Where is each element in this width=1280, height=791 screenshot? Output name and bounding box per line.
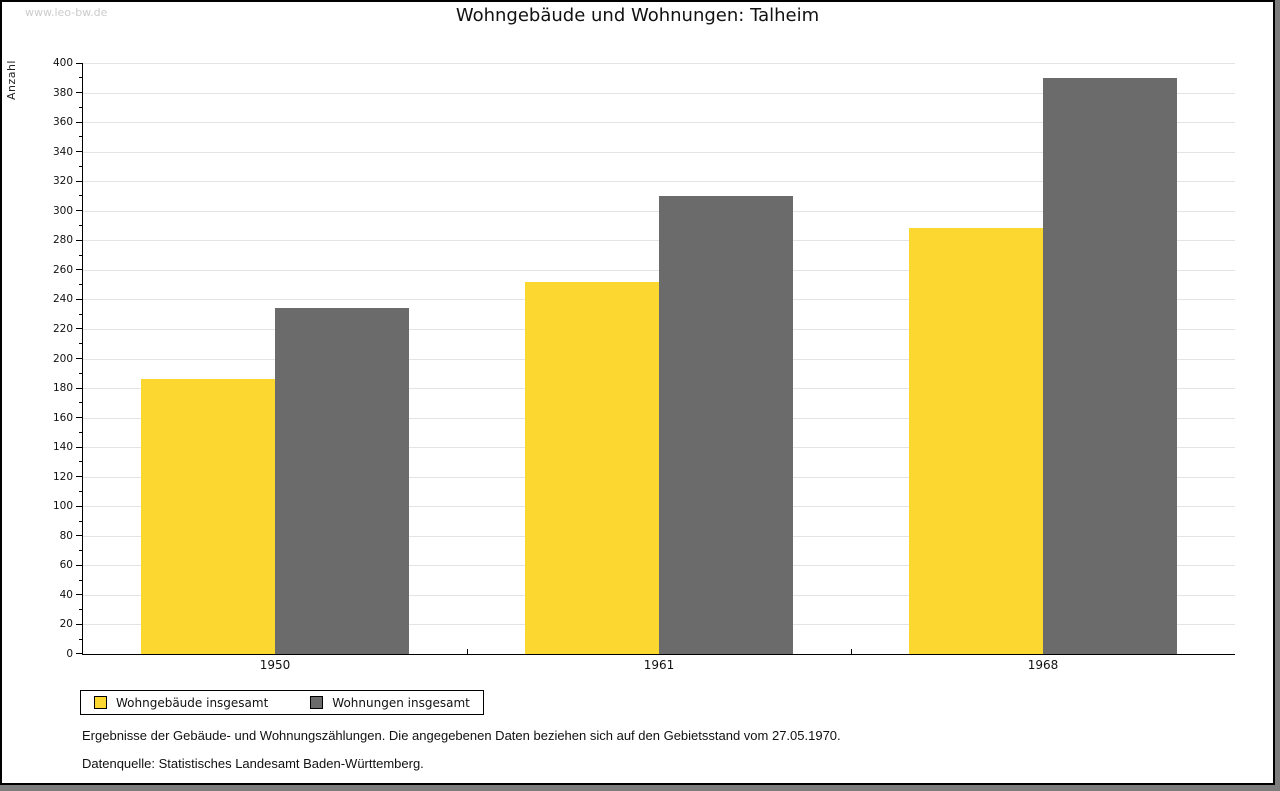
y-major-tick-280 [76, 239, 83, 241]
legend-swatch-gray-icon [310, 696, 324, 709]
gridline-380 [83, 92, 1235, 94]
y-minor-tick-350 [79, 136, 83, 138]
y-tick-label-20: 20 [59, 618, 73, 631]
y-minor-tick-270 [79, 254, 83, 256]
bar-1950-wohnungen [275, 308, 409, 654]
gridline-360 [83, 122, 1235, 124]
bar-1968-wohngebaeude [909, 228, 1043, 654]
legend: Wohngebäude insgesamt Wohnungen insgesam… [80, 690, 484, 715]
y-minor-tick-10 [79, 638, 83, 640]
y-minor-tick-30 [79, 609, 83, 611]
y-major-tick-380 [76, 92, 83, 94]
y-tick-label-360: 360 [52, 116, 73, 129]
y-major-tick-80 [76, 535, 83, 537]
y-minor-tick-210 [79, 343, 83, 345]
y-major-tick-200 [76, 358, 83, 359]
legend-item-wohnungen: Wohnungen insgesamt [310, 696, 470, 710]
y-major-tick-360 [76, 121, 83, 123]
legend-label-wohngebaeude: Wohngebäude insgesamt [116, 695, 269, 710]
y-tick-label-160: 160 [52, 411, 73, 424]
x-category-label-1968: 1968 [1027, 658, 1059, 672]
footnote-source-note: Ergebnisse der Gebäude- und Wohnungszähl… [82, 728, 841, 743]
y-tick-label-140: 140 [52, 441, 73, 454]
y-minor-tick-390 [79, 77, 83, 79]
y-minor-tick-370 [79, 106, 83, 108]
watermark-text: www.leo-bw.de [25, 6, 108, 19]
x-category-label-1961: 1961 [643, 658, 675, 672]
y-tick-label-100: 100 [52, 500, 73, 513]
y-minor-tick-130 [79, 461, 83, 463]
y-major-tick-40 [76, 594, 83, 596]
y-minor-tick-50 [79, 579, 83, 581]
x-boundary-tick-1 [467, 649, 468, 654]
y-tick-label-0: 0 [66, 648, 73, 660]
y-tick-label-80: 80 [59, 529, 73, 542]
gridline-400 [83, 63, 1235, 64]
y-minor-tick-170 [79, 402, 83, 404]
y-tick-label-40: 40 [59, 588, 73, 601]
y-minor-tick-150 [79, 431, 83, 433]
y-tick-label-200: 200 [52, 352, 73, 365]
legend-swatch-yellow-icon [94, 696, 107, 709]
y-major-tick-180 [76, 387, 83, 389]
y-major-tick-300 [76, 210, 83, 212]
gridline-340 [83, 151, 1235, 153]
y-tick-label-300: 300 [52, 204, 73, 217]
y-axis-title: Anzahl [5, 60, 18, 101]
y-minor-tick-190 [79, 372, 83, 374]
y-minor-tick-250 [79, 284, 83, 286]
bar-1968-wohnungen [1043, 77, 1177, 654]
y-major-tick-160 [76, 417, 83, 419]
y-major-tick-0 [76, 653, 83, 654]
y-tick-label-240: 240 [52, 293, 73, 306]
y-tick-label-220: 220 [52, 322, 73, 335]
y-tick-label-400: 400 [52, 57, 73, 69]
y-major-tick-20 [76, 623, 83, 625]
y-minor-tick-110 [79, 490, 83, 492]
footnote-data-source: Datenquelle: Statistisches Landesamt Bad… [82, 756, 424, 771]
y-minor-tick-230 [79, 313, 83, 315]
bar-1961-wohngebaeude [525, 281, 659, 654]
y-major-tick-320 [76, 180, 83, 182]
bar-1950-wohngebaeude [141, 379, 275, 654]
bar-1961-wohnungen [659, 195, 793, 654]
y-tick-label-120: 120 [52, 470, 73, 483]
y-major-tick-220 [76, 328, 83, 330]
y-tick-label-60: 60 [59, 559, 73, 572]
y-major-tick-340 [76, 151, 83, 153]
y-tick-label-180: 180 [52, 382, 73, 395]
y-tick-label-340: 340 [52, 145, 73, 158]
x-category-label-1950: 1950 [259, 658, 291, 672]
y-minor-tick-70 [79, 550, 83, 552]
page-title: Wohngebäude und Wohnungen: Talheim [455, 5, 820, 26]
y-major-tick-60 [76, 564, 83, 566]
y-major-tick-140 [76, 446, 83, 448]
legend-item-wohngebaeude: Wohngebäude insgesamt [94, 696, 268, 710]
x-boundary-tick-2 [851, 649, 852, 654]
y-minor-tick-90 [79, 520, 83, 522]
y-minor-tick-330 [79, 165, 83, 167]
y-major-tick-100 [76, 505, 83, 507]
y-tick-label-260: 260 [52, 263, 73, 276]
legend-label-wohnungen: Wohnungen insgesamt [332, 695, 470, 710]
y-tick-label-380: 380 [52, 86, 73, 99]
y-tick-label-320: 320 [52, 175, 73, 188]
plot-area: 0 20 40 60 80 100 120 140 160 180 200 220 240 260 280 3… [53, 57, 1235, 672]
y-major-tick-400 [76, 62, 83, 64]
y-major-tick-260 [76, 269, 83, 271]
y-minor-tick-290 [79, 225, 83, 227]
y-tick-label-280: 280 [52, 234, 73, 247]
y-minor-tick-310 [79, 195, 83, 197]
gridline-320 [83, 181, 1235, 183]
y-major-tick-120 [76, 476, 83, 478]
y-major-tick-240 [76, 298, 83, 300]
